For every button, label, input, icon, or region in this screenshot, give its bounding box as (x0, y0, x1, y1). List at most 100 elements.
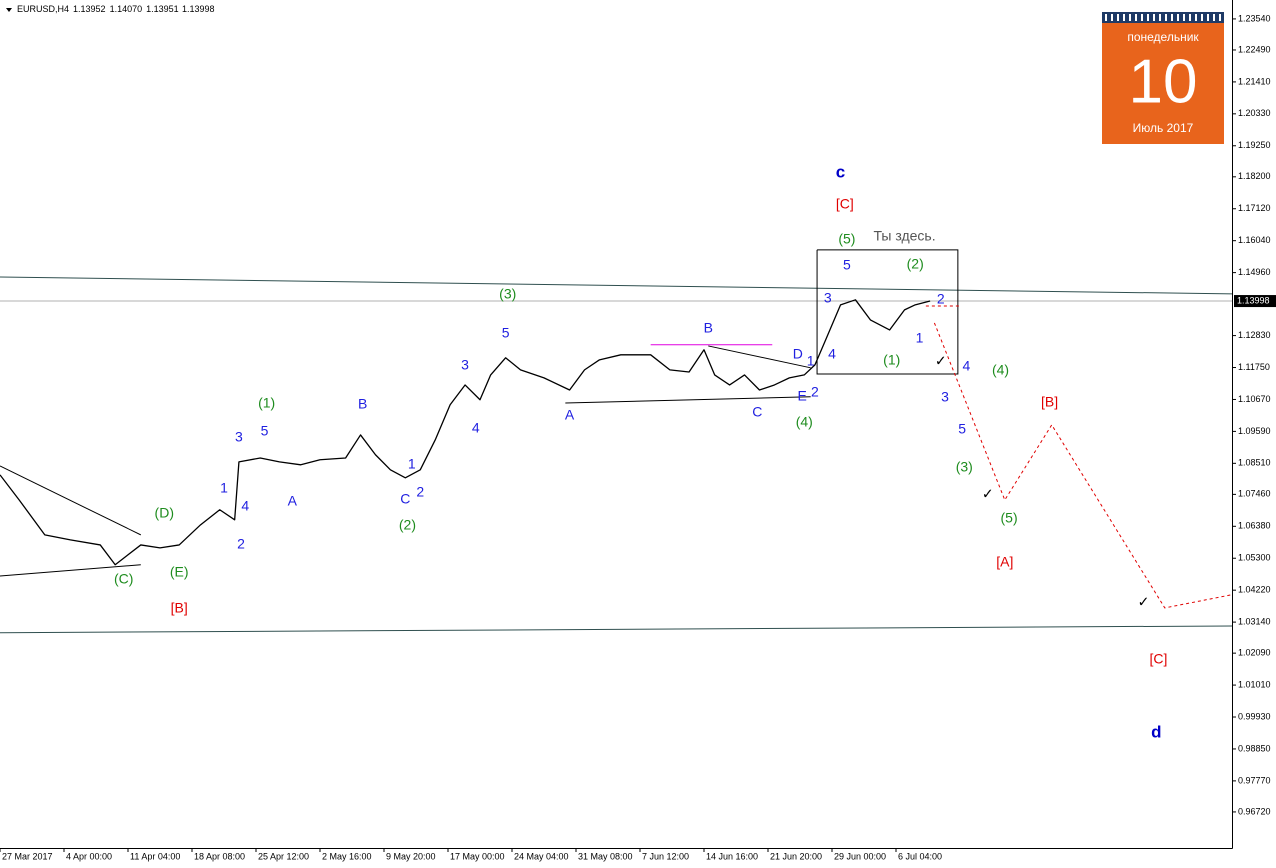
x-tick-label: 31 May 08:00 (578, 851, 633, 861)
price-series (0, 299, 931, 566)
wave-label: C (400, 491, 410, 507)
wave-label: [C] (1149, 651, 1167, 667)
y-tick-label: 1.17120 (1238, 203, 1271, 213)
wave-label: (1) (883, 352, 900, 368)
calendar-ring (1171, 14, 1173, 21)
x-tick-label: 25 Apr 12:00 (258, 851, 309, 861)
wave-label: 4 (828, 346, 836, 362)
calendar-ring (1183, 14, 1185, 21)
y-tick-label: 1.22490 (1238, 44, 1271, 54)
wave-label: E (797, 388, 806, 404)
wave-label: Ты здесь. (873, 228, 935, 244)
y-tick-label: 1.14960 (1238, 267, 1271, 277)
y-tick-label: 1.05300 (1238, 553, 1271, 563)
wave-label: 5 (843, 257, 851, 273)
y-tick-label: 0.97770 (1238, 775, 1271, 785)
calendar-ring (1213, 14, 1215, 21)
calendar-weekday: понедельник (1127, 30, 1199, 44)
calendar-ring (1207, 14, 1209, 21)
wave-label: (D) (155, 505, 174, 521)
y-tick-label: 1.09590 (1238, 426, 1271, 436)
wave-label: 1 (807, 353, 815, 369)
wave-label: ✓ (935, 353, 947, 369)
price-label-box (1234, 295, 1276, 308)
x-tick-label: 11 Apr 04:00 (130, 851, 180, 861)
calendar-ring (1201, 14, 1203, 21)
calendar-ring (1189, 14, 1191, 21)
wave-label: 2 (811, 384, 819, 400)
wave-label: c (836, 162, 845, 181)
calendar-ring (1117, 14, 1119, 21)
calendar-month: Июль 2017 (1133, 121, 1194, 135)
wave-label: 2 (237, 536, 245, 552)
y-tick-label: 1.16040 (1238, 235, 1271, 245)
wave-label: 3 (235, 429, 243, 445)
wave-label: B (358, 395, 367, 411)
x-tick-label: 17 May 00:00 (450, 851, 505, 861)
calendar-ring (1147, 14, 1149, 21)
wave-label: A (288, 492, 298, 508)
calendar-body (1102, 12, 1224, 144)
y-tick-label: 0.98850 (1238, 743, 1271, 753)
price-label: 1.13998 (1237, 295, 1270, 305)
wave-label: (4) (992, 361, 1009, 377)
calendar-ring (1141, 14, 1143, 21)
x-tick-label: 14 Jun 16:00 (706, 851, 758, 861)
low: 1.13951 (146, 4, 179, 14)
x-tick-label: 7 Jun 12:00 (642, 851, 689, 861)
wave-label: 2 (937, 291, 945, 307)
y-tick-label: 1.03140 (1238, 616, 1271, 626)
calendar-ring (1123, 14, 1125, 21)
y-tick-label: 1.07460 (1238, 489, 1271, 499)
wave-label: (5) (838, 230, 855, 246)
wave-label: 3 (941, 389, 949, 405)
trend-line (565, 396, 811, 404)
y-tick-label: 0.96720 (1238, 806, 1271, 816)
menu-arrow[interactable] (6, 8, 12, 12)
wave-label: (3) (956, 458, 973, 474)
wave-label: (1) (258, 395, 275, 411)
x-tick-label: 2 May 16:00 (322, 851, 372, 861)
wave-label: 4 (963, 358, 971, 374)
y-tick-label: 1.11750 (1238, 362, 1270, 372)
wave-label: (2) (907, 256, 924, 272)
calendar-ring (1165, 14, 1167, 21)
wave-label: 5 (958, 421, 966, 437)
wave-label: [B] (171, 600, 188, 616)
x-tick-label: 18 Apr 08:00 (194, 851, 245, 861)
x-tick-label: 24 May 04:00 (514, 851, 569, 861)
y-tick-label: 1.18200 (1238, 171, 1271, 181)
wave-label: 5 (261, 423, 269, 439)
x-tick-label: 21 Jun 20:00 (770, 851, 822, 861)
wave-label: 1 (408, 456, 416, 472)
wave-label: 1 (916, 330, 924, 346)
calendar-ring (1159, 14, 1161, 21)
calendar-day: 10 (1129, 47, 1198, 116)
y-tick-label: 1.08510 (1238, 458, 1271, 468)
chart-header: EURUSD,H4 1.13952 1.14070 1.13951 1.13998 (17, 4, 215, 14)
trend-line (0, 276, 1233, 295)
x-tick-label: 6 Jul 04:00 (898, 851, 942, 861)
wave-label: (C) (114, 571, 133, 587)
plot-area (0, 249, 1233, 634)
wave-label: (3) (499, 285, 516, 301)
calendar-ring (1129, 14, 1131, 21)
wave-label: d (1151, 722, 1161, 741)
calendar-widget: понедельник 10 Июль 2017 (1102, 12, 1224, 144)
wave-label: (E) (170, 563, 189, 579)
wave-label: 4 (241, 497, 249, 513)
wave-label: 3 (461, 356, 469, 372)
calendar-ring (1153, 14, 1155, 21)
wave-label: [B] (1041, 394, 1058, 410)
wave-label: [C] (836, 196, 854, 212)
close: 1.13998 (182, 4, 215, 14)
calendar-rings (1102, 12, 1224, 23)
y-tick-label: 1.10670 (1238, 394, 1271, 404)
y-tick-label: 1.20330 (1238, 108, 1271, 118)
wave-label: A (565, 407, 575, 423)
wave-label: ✓ (982, 486, 994, 502)
wave-label: C (752, 403, 762, 419)
y-tick-label: 1.23540 (1238, 13, 1271, 23)
